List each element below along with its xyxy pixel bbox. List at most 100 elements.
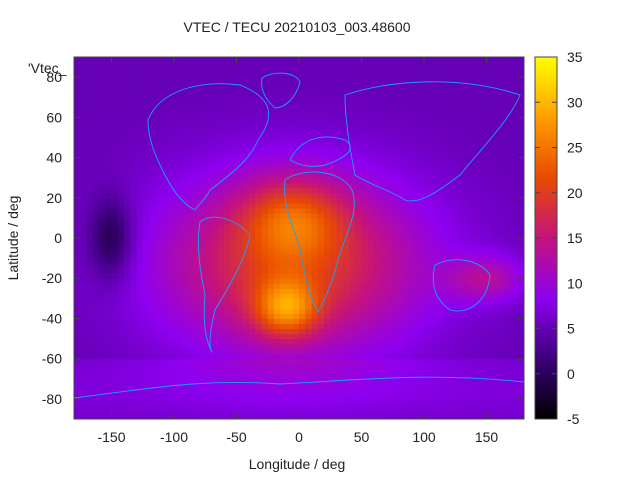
heatmap-cell (211, 293, 219, 299)
heatmap-cell (367, 72, 375, 78)
heatmap-cell (174, 92, 181, 98)
heatmap-cell (142, 343, 150, 350)
heatmap-cell (192, 147, 200, 154)
heatmap-cell (349, 122, 356, 128)
heatmap-cell (424, 142, 431, 149)
heatmap-cell (424, 182, 431, 189)
heatmap-cell (180, 298, 188, 304)
heatmap-cell (230, 182, 238, 189)
heatmap-cell (267, 202, 275, 209)
heatmap-cell (474, 358, 481, 365)
heatmap-cell (117, 408, 125, 415)
heatmap-cell (317, 232, 325, 239)
heatmap-cell (305, 383, 313, 390)
heatmap-cell (461, 207, 469, 214)
heatmap-cell (80, 388, 88, 395)
heatmap-cell (405, 192, 413, 199)
heatmap-cell (180, 232, 188, 239)
heatmap-cell (424, 102, 431, 108)
heatmap-cell (392, 72, 400, 78)
heatmap-cell (411, 243, 419, 249)
heatmap-cell (111, 293, 119, 299)
heatmap-cell (261, 318, 269, 325)
heatmap-cell (399, 177, 406, 184)
heatmap-cell (461, 112, 469, 118)
heatmap-cell (380, 338, 388, 345)
heatmap-cell (292, 318, 300, 325)
heatmap-cell (92, 243, 100, 249)
heatmap-cell (436, 217, 444, 224)
heatmap-cell (199, 187, 206, 194)
heatmap-cell (92, 293, 100, 299)
heatmap-cell (449, 72, 456, 78)
heatmap-cell (336, 253, 344, 259)
heatmap-cell (386, 338, 394, 345)
heatmap-cell (299, 217, 306, 224)
heatmap-cell (380, 57, 388, 63)
heatmap-cell (267, 207, 275, 214)
heatmap-cell (411, 273, 419, 279)
heatmap-cell (286, 318, 294, 325)
heatmap-cell (86, 278, 94, 284)
heatmap-cell (124, 127, 131, 134)
heatmap-cell (124, 107, 131, 113)
heatmap-cell (86, 162, 94, 169)
heatmap-cell (342, 398, 350, 405)
heatmap-cell (205, 318, 213, 325)
heatmap-cell (317, 132, 325, 139)
heatmap-cell (492, 393, 500, 400)
heatmap-cell (124, 202, 131, 209)
heatmap-cell (186, 378, 194, 385)
heatmap-cell (274, 323, 281, 330)
heatmap-cell (261, 248, 269, 254)
heatmap-cell (92, 393, 100, 400)
heatmap-cell (392, 222, 400, 229)
heatmap-cell (299, 378, 306, 385)
heatmap-cell (74, 102, 81, 108)
heatmap-cell (374, 137, 381, 144)
heatmap-cell (92, 328, 100, 335)
heatmap-cell (292, 273, 300, 279)
heatmap-cell (280, 288, 288, 294)
heatmap-cell (505, 318, 513, 325)
heatmap-cell (467, 137, 475, 144)
heatmap-cell (367, 348, 375, 355)
heatmap-cell (424, 243, 431, 249)
heatmap-cell (492, 328, 500, 335)
heatmap-cell (449, 358, 456, 365)
heatmap-cell (374, 278, 381, 284)
heatmap-cell (424, 202, 431, 209)
heatmap-cell (86, 238, 94, 244)
heatmap-cell (330, 107, 338, 113)
heatmap-cell (261, 72, 269, 78)
heatmap-cell (199, 172, 206, 179)
heatmap-cell (136, 303, 144, 309)
heatmap-cell (267, 102, 275, 108)
heatmap-cell (280, 383, 288, 390)
heatmap-cell (317, 413, 325, 419)
heatmap-cell (411, 162, 419, 169)
heatmap-cell (174, 177, 181, 184)
heatmap-cell (111, 383, 119, 390)
heatmap-cell (305, 92, 313, 98)
heatmap-cell (111, 248, 119, 254)
heatmap-cell (336, 232, 344, 239)
heatmap-cell (149, 97, 156, 103)
heatmap-cell (211, 137, 219, 144)
heatmap-cell (467, 187, 475, 194)
heatmap-cell (280, 157, 288, 164)
heatmap-cell (149, 57, 156, 63)
heatmap-cell (180, 253, 188, 259)
heatmap-cell (286, 308, 294, 315)
heatmap-cell (311, 243, 319, 249)
heatmap-cell (174, 378, 181, 385)
heatmap-cell (361, 303, 369, 309)
heatmap-cell (111, 398, 119, 405)
heatmap-cell (436, 197, 444, 204)
heatmap-cell (461, 67, 469, 73)
heatmap-cell (255, 97, 263, 103)
heatmap-cell (330, 403, 338, 410)
heatmap-cell (267, 172, 275, 179)
heatmap-cell (211, 197, 219, 204)
heatmap-cell (336, 383, 344, 390)
